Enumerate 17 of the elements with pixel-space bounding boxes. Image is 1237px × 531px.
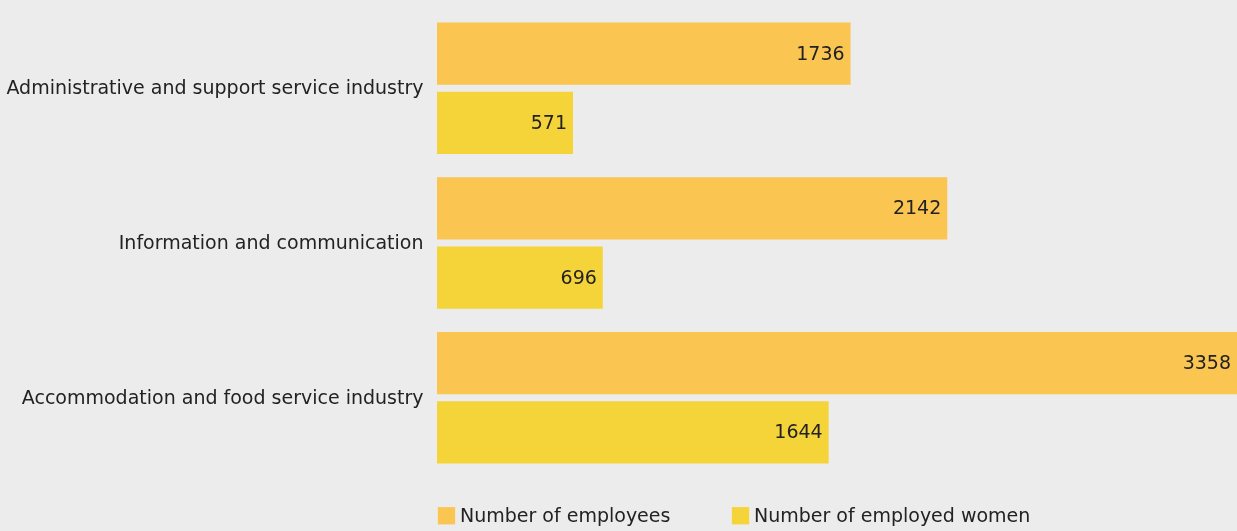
bar — [437, 91, 574, 154]
legend-label: Number of employees — [460, 503, 671, 526]
y-tick-label: Administrative and support service industry — [6, 76, 424, 99]
data-label: 1644 — [774, 420, 823, 443]
bar — [437, 401, 829, 464]
data-label: 571 — [530, 110, 568, 133]
bar — [437, 177, 948, 240]
data-label: 1736 — [796, 41, 845, 64]
bar — [437, 22, 851, 85]
data-label: 3358 — [1182, 351, 1231, 374]
bar — [437, 332, 1237, 395]
data-label: 2142 — [892, 196, 942, 219]
bar — [437, 246, 603, 309]
y-tick-label: Information and communication — [118, 231, 424, 253]
legend-label: Number of employed women — [754, 503, 1031, 526]
y-tick-label: Accommodation and food service industry — [21, 385, 424, 408]
data-label: 696 — [560, 265, 597, 288]
